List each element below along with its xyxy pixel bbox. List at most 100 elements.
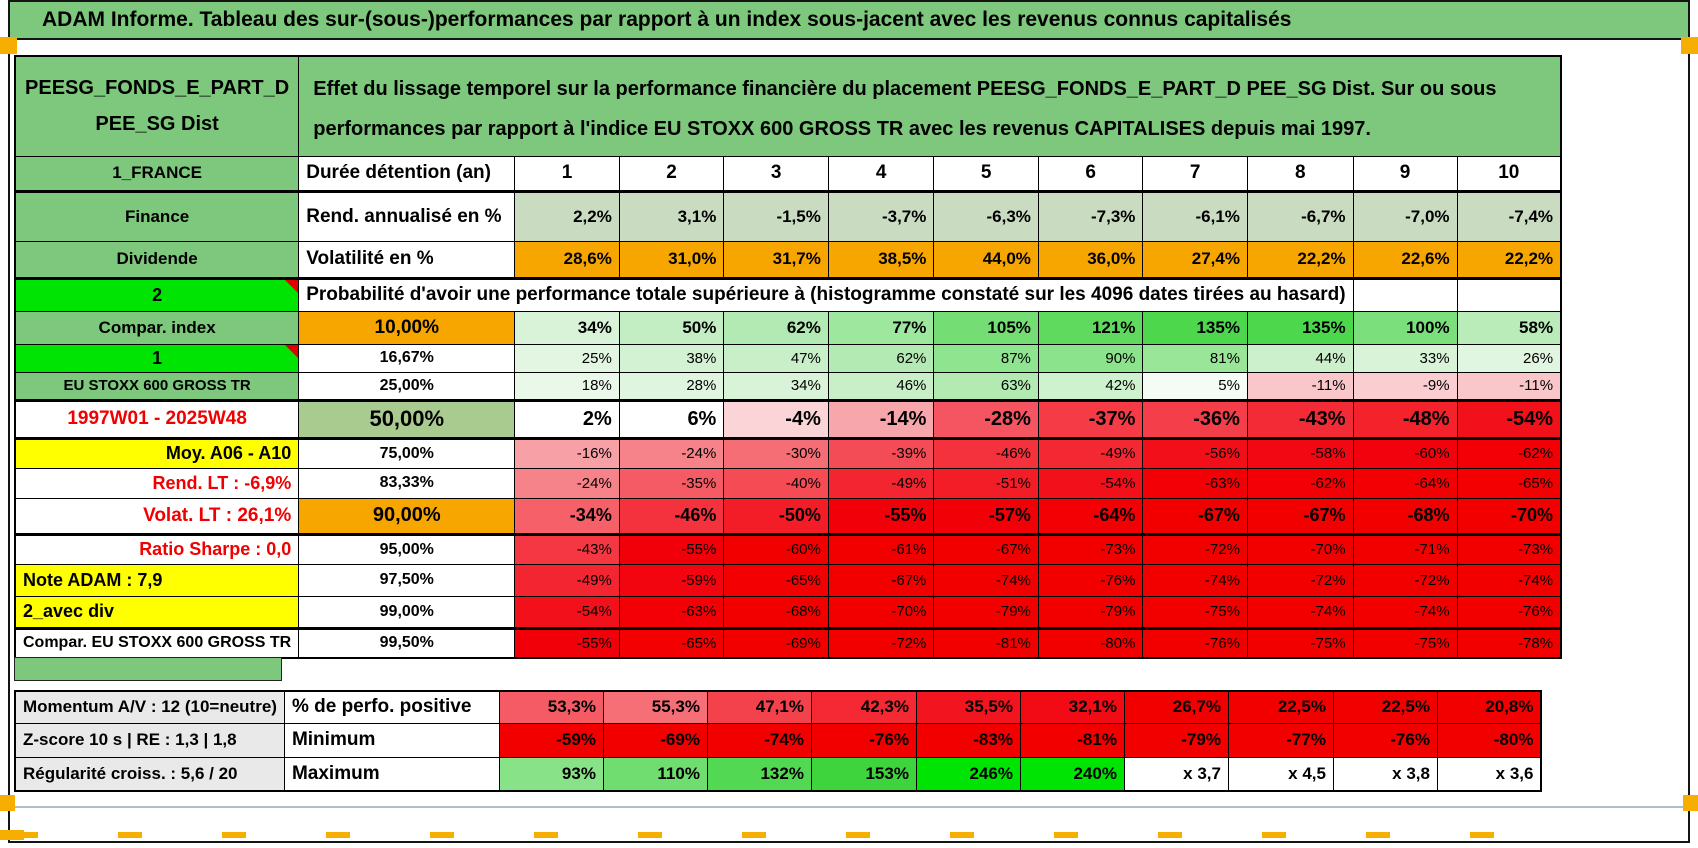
cell-label[interactable]: Dividende	[14, 240, 300, 280]
cell-value[interactable]: -11%	[1456, 371, 1562, 401]
cell-value[interactable]: -60%	[723, 533, 829, 565]
cell-label[interactable]: Moy. A06 - A10	[14, 437, 300, 469]
cell-value[interactable]: 26,7%	[1123, 690, 1229, 724]
cell-value[interactable]: -14%	[827, 398, 935, 440]
cell-threshold[interactable]: 83,33%	[298, 467, 516, 499]
cell-value[interactable]: 132%	[706, 756, 812, 792]
cell-value[interactable]: -4%	[723, 398, 829, 440]
cell-value[interactable]: -6,7%	[1246, 190, 1354, 242]
cell-value[interactable]: -30%	[723, 437, 829, 469]
cell-value[interactable]: 25%	[514, 343, 620, 373]
cell-value[interactable]: 22,2%	[1246, 240, 1354, 280]
cell-value[interactable]: -58%	[1246, 437, 1354, 469]
cell-value[interactable]: -11%	[1246, 371, 1354, 401]
cell-value[interactable]: -65%	[618, 626, 725, 659]
cell-value[interactable]: -75%	[1142, 595, 1248, 629]
cell-value[interactable]: -81%	[1019, 722, 1125, 758]
cell-threshold[interactable]: 16,67%	[298, 343, 516, 373]
cell-metric[interactable]: % de perfo. positive	[283, 690, 500, 724]
cell-value[interactable]: 47,1%	[706, 690, 812, 724]
cell-value[interactable]: -57%	[933, 497, 1039, 536]
cell-label[interactable]: Z-score 10 s | RE : 1,3 | 1,8	[14, 722, 285, 758]
cell-value[interactable]: 246%	[915, 756, 1021, 792]
cell-year-header[interactable]: 4	[827, 155, 935, 193]
cell-value[interactable]: -7,0%	[1352, 190, 1458, 242]
cell-value[interactable]: -54%	[1037, 467, 1144, 499]
cell-threshold[interactable]: 50,00%	[298, 398, 516, 440]
cell-value[interactable]: -39%	[827, 437, 935, 469]
cell-value[interactable]: 38%	[618, 343, 725, 373]
cell-threshold[interactable]: 99,00%	[298, 595, 516, 629]
cell-threshold[interactable]: 99,50%	[298, 626, 516, 659]
cell-threshold[interactable]: 95,00%	[298, 533, 516, 565]
cell-value[interactable]: -3,7%	[827, 190, 935, 242]
cell-label[interactable]: 2	[14, 277, 300, 312]
cell-value[interactable]: 42%	[1037, 371, 1144, 401]
cell-value[interactable]: 32,1%	[1019, 690, 1125, 724]
cell-value[interactable]: -79%	[1123, 722, 1229, 758]
cell-value[interactable]: 6%	[618, 398, 725, 440]
cell-year-header[interactable]: 1	[514, 155, 620, 193]
cell-label[interactable]: 1997W01 - 2025W48	[14, 398, 300, 440]
cell-value[interactable]: -43%	[514, 533, 620, 565]
cell-value[interactable]: -55%	[827, 497, 935, 536]
cell-label[interactable]: Ratio Sharpe : 0,0	[14, 533, 300, 565]
cell-value[interactable]: -76%	[1456, 595, 1562, 629]
cell-value[interactable]: 100%	[1352, 310, 1458, 345]
cell-value[interactable]: -49%	[1037, 437, 1144, 469]
cell-value[interactable]: -67%	[933, 533, 1039, 565]
cell-value[interactable]: -79%	[933, 595, 1039, 629]
cell-value[interactable]: -76%	[1037, 563, 1144, 597]
cell-label[interactable]: Note ADAM : 7,9	[14, 563, 300, 597]
cell-label[interactable]: Volat. LT : 26,1%	[14, 497, 300, 536]
cell-value[interactable]: 44,0%	[933, 240, 1039, 280]
cell-value[interactable]: -49%	[827, 467, 935, 499]
cell-label[interactable]: Momentum A/V : 12 (10=neutre)	[14, 690, 285, 724]
cell-year-header[interactable]: 10	[1456, 155, 1562, 193]
cell-label[interactable]: Régularité croiss. : 5,6 / 20	[14, 756, 285, 792]
cell-value[interactable]: 27,4%	[1142, 240, 1248, 280]
cell-value[interactable]: 28,6%	[514, 240, 620, 280]
cell-value[interactable]: -69%	[602, 722, 708, 758]
cell-year-header[interactable]: 5	[933, 155, 1039, 193]
cell-value[interactable]: 93%	[498, 756, 604, 792]
description-cell[interactable]: Effet du lissage temporel sur la perform…	[298, 55, 1562, 157]
cell-value[interactable]: 34%	[723, 371, 829, 401]
cell-value[interactable]: 46%	[827, 371, 935, 401]
cell-value[interactable]: 153%	[810, 756, 917, 792]
cell-value[interactable]: -67%	[1142, 497, 1248, 536]
cell-value[interactable]: -61%	[827, 533, 935, 565]
cell-value[interactable]: -24%	[514, 467, 620, 499]
cell-value[interactable]: 55,3%	[602, 690, 708, 724]
cell-value[interactable]: -71%	[1352, 533, 1458, 565]
cell-value[interactable]: -56%	[1142, 437, 1248, 469]
cell-value[interactable]: 34%	[514, 310, 620, 345]
cell-value[interactable]: 36,0%	[1037, 240, 1144, 280]
cell-value[interactable]: -74%	[1246, 595, 1354, 629]
cell-value[interactable]: -63%	[618, 595, 725, 629]
cell-value[interactable]: 22,5%	[1227, 690, 1334, 724]
cell-value[interactable]: 87%	[933, 343, 1039, 373]
cell-value[interactable]: -46%	[933, 437, 1039, 469]
cell-value[interactable]: 62%	[723, 310, 829, 345]
cell-value[interactable]: 110%	[602, 756, 708, 792]
cell-value[interactable]: -76%	[1332, 722, 1438, 758]
cell-value[interactable]: -49%	[514, 563, 620, 597]
cell-value[interactable]: -70%	[1246, 533, 1354, 565]
cell-value[interactable]: -70%	[827, 595, 935, 629]
cell-label[interactable]: Compar. index	[14, 310, 300, 345]
cell-value[interactable]: 22,6%	[1352, 240, 1458, 280]
cell-value[interactable]: -69%	[723, 626, 829, 659]
cell-value[interactable]: x 3,8	[1332, 756, 1438, 792]
cell-value[interactable]: -74%	[1142, 563, 1248, 597]
cell-label[interactable]: Rend. LT : -6,9%	[14, 467, 300, 499]
cell-value[interactable]: -6,1%	[1142, 190, 1248, 242]
cell-value[interactable]: 90%	[1037, 343, 1144, 373]
cell-value[interactable]: -51%	[933, 467, 1039, 499]
cell-value[interactable]: -55%	[618, 533, 725, 565]
cell-threshold[interactable]: 10,00%	[298, 310, 516, 345]
cell-value[interactable]: -35%	[618, 467, 725, 499]
cell-value[interactable]: 20,8%	[1436, 690, 1542, 724]
cell-label[interactable]: Compar. EU STOXX 600 GROSS TR	[14, 626, 300, 659]
cell-value[interactable]: 58%	[1456, 310, 1562, 345]
